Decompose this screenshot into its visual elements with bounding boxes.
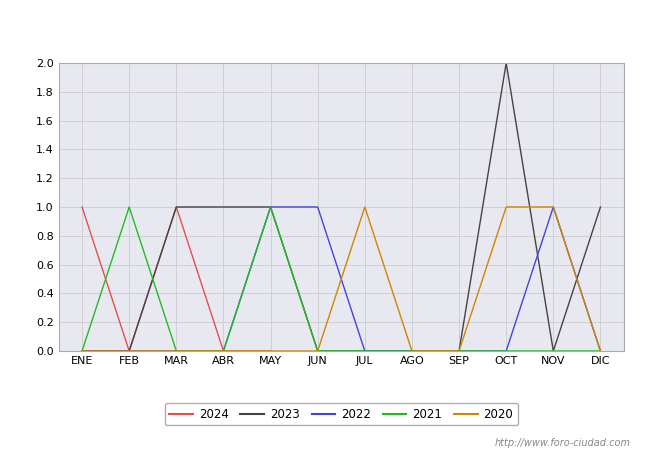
Legend: 2024, 2023, 2022, 2021, 2020: 2024, 2023, 2022, 2021, 2020 bbox=[164, 403, 518, 425]
Text: Matriculaciones de Vehiculos en Alcolea del Pinar: Matriculaciones de Vehiculos en Alcolea … bbox=[110, 14, 540, 32]
Text: http://www.foro-ciudad.com: http://www.foro-ciudad.com bbox=[495, 438, 630, 448]
